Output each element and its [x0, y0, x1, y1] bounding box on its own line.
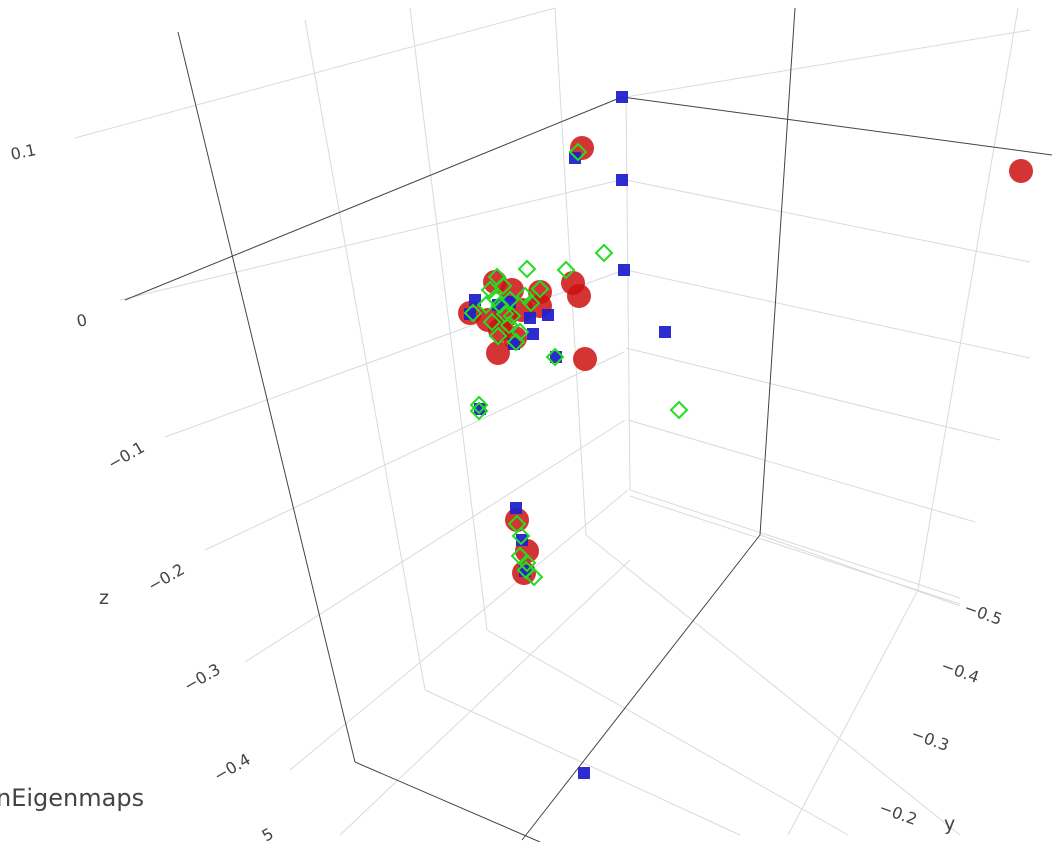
circle-point-0-14[interactable]: [486, 341, 510, 365]
diamond-point-2-22[interactable]: [669, 400, 689, 420]
y-tick-3: −0.2: [877, 798, 920, 829]
diamond-point-2-21[interactable]: [469, 401, 489, 421]
square-point-1-8[interactable]: [527, 328, 539, 340]
diamond-point-2-28[interactable]: [516, 560, 536, 580]
square-point-1-3[interactable]: [618, 264, 630, 276]
diamond-point-2-17[interactable]: [506, 332, 526, 352]
z-axis-title: z: [99, 587, 109, 609]
circle-point-0-6[interactable]: [567, 284, 591, 308]
diamond-point-2-29[interactable]: [485, 288, 505, 308]
y-axis-title: y: [944, 813, 955, 835]
diamond-point-2-31[interactable]: [502, 306, 522, 326]
z-axis-ticks: 0.1 0 −0.1 −0.2 −0.3 −0.4 5: [9, 140, 277, 842]
square-point-1-13[interactable]: [510, 502, 522, 514]
square-point-1-16[interactable]: [578, 767, 590, 779]
diamond-point-2-20[interactable]: [469, 395, 489, 415]
diamond-point-2-24[interactable]: [511, 526, 531, 546]
y-tick-0: −0.5: [962, 598, 1005, 629]
data-points: [458, 91, 1033, 779]
square-point-1-7[interactable]: [542, 309, 554, 321]
diamond-point-2-19[interactable]: [463, 303, 483, 323]
diamond-point-2-11[interactable]: [521, 293, 541, 313]
y-tick-1: −0.4: [939, 656, 982, 687]
circle-point-0-1[interactable]: [1009, 159, 1033, 183]
diamond-point-2-6[interactable]: [480, 280, 500, 300]
square-point-1-6[interactable]: [524, 312, 536, 324]
z-tick-3: −0.2: [145, 560, 188, 596]
diamond-point-2-10[interactable]: [530, 279, 550, 299]
diamond-point-2-0[interactable]: [568, 142, 588, 162]
z-tick-1: 0: [75, 310, 89, 331]
diamond-point-2-8[interactable]: [490, 295, 510, 315]
diamond-point-2-2[interactable]: [517, 259, 537, 279]
diamond-point-2-5[interactable]: [493, 276, 513, 296]
z-tick-0: 0.1: [9, 140, 38, 164]
grid-lines: [74, 7, 1031, 836]
y-tick-2: −0.3: [909, 724, 952, 755]
z-tick-5: −0.4: [211, 750, 254, 786]
z-tick-2: −0.1: [105, 438, 148, 474]
z-tick-4: −0.3: [181, 660, 224, 696]
square-point-1-0[interactable]: [616, 91, 628, 103]
diamond-point-2-13[interactable]: [482, 312, 502, 332]
diamond-point-2-3[interactable]: [556, 260, 576, 280]
diamond-point-2-16[interactable]: [488, 326, 508, 346]
diamond-point-2-18[interactable]: [545, 347, 565, 367]
circle-point-0-15[interactable]: [573, 347, 597, 371]
square-point-1-4[interactable]: [469, 294, 481, 306]
diamond-point-2-15[interactable]: [510, 322, 530, 342]
diamond-point-2-7[interactable]: [500, 290, 520, 310]
square-point-1-10[interactable]: [508, 338, 520, 350]
legend-fragment: nEigenmaps: [0, 784, 144, 812]
z-tick-6: 5: [259, 824, 277, 842]
diamond-point-2-26[interactable]: [517, 553, 537, 573]
square-point-1-9[interactable]: [659, 326, 671, 338]
diamond-point-2-1[interactable]: [594, 243, 614, 263]
square-point-1-2[interactable]: [616, 174, 628, 186]
axis-lines: [124, 7, 1053, 842]
diamond-point-2-30[interactable]: [476, 295, 496, 315]
